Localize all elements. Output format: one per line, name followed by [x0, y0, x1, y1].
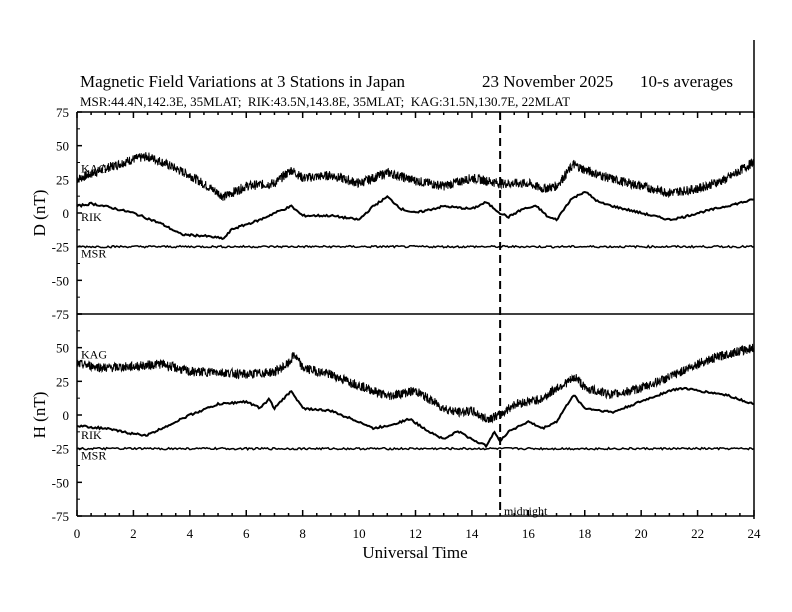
x-tick-label: 10: [353, 526, 366, 541]
station-label-kag: KAG: [81, 162, 107, 176]
x-tick-label: 0: [74, 526, 81, 541]
series-line-msr: [76, 446, 755, 451]
x-tick-label: 14: [465, 526, 479, 541]
y-tick-label: 50: [56, 139, 69, 154]
x-tick-label: 8: [299, 526, 306, 541]
x-tick-label: 6: [243, 526, 250, 541]
midnight-label: midnight: [504, 504, 548, 518]
y-tick-label: -75: [52, 509, 69, 524]
series-line-rik: [76, 386, 755, 449]
y-tick-label: 75: [56, 105, 69, 120]
y-tick-label: -75: [52, 307, 69, 322]
series-line-kag: [76, 152, 755, 201]
y-tick-label: 0: [63, 408, 70, 423]
x-tick-label: 24: [748, 526, 762, 541]
station-label-msr: MSR: [81, 246, 106, 260]
chart-subtitle: MSR:44.4N,142.3E, 35MLAT; RIK:43.5N,143.…: [80, 94, 570, 109]
station-label-rik: RIK: [81, 210, 102, 224]
x-axis-label: Universal Time: [362, 543, 467, 562]
chart-date: 23 November 2025: [482, 72, 613, 91]
station-label-rik: RIK: [81, 428, 102, 442]
y-tick-label: 25: [56, 374, 69, 389]
station-label-kag: KAG: [81, 347, 107, 361]
x-tick-label: 16: [522, 526, 536, 541]
x-tick-label: 20: [635, 526, 648, 541]
chart-averaging: 10-s averages: [640, 72, 733, 91]
x-tick-label: 22: [691, 526, 704, 541]
series-line-msr: [76, 244, 755, 249]
y-tick-label: 50: [56, 341, 69, 356]
y-tick-label: -25: [52, 442, 69, 457]
station-label-msr: MSR: [81, 448, 106, 462]
y-axis-label: D (nT): [30, 190, 49, 237]
y-tick-label: 0: [63, 206, 70, 221]
y-axis-label: H (nT): [30, 392, 49, 439]
x-tick-label: 4: [187, 526, 194, 541]
y-tick-label: -50: [52, 475, 69, 490]
series-line-kag: [76, 343, 755, 424]
y-tick-label: 25: [56, 172, 69, 187]
y-tick-label: -25: [52, 240, 69, 255]
x-tick-label: 2: [130, 526, 137, 541]
x-tick-label: 18: [578, 526, 591, 541]
x-tick-label: 12: [409, 526, 422, 541]
series-line-rik: [76, 190, 755, 241]
y-tick-label: -50: [52, 273, 69, 288]
chart-title: Magnetic Field Variations at 3 Stations …: [80, 72, 406, 91]
